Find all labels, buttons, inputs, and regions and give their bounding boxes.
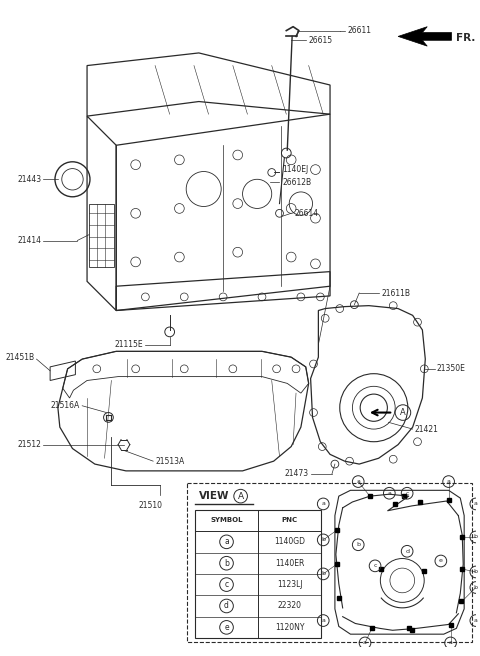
Text: PNC: PNC xyxy=(282,518,298,523)
Text: A: A xyxy=(238,491,244,501)
Text: 1123LJ: 1123LJ xyxy=(277,580,302,589)
Text: a: a xyxy=(356,479,360,484)
Text: b: b xyxy=(474,569,478,575)
Bar xyxy=(195,510,321,638)
Text: a: a xyxy=(447,479,451,484)
Text: c: c xyxy=(373,564,377,568)
Text: a: a xyxy=(321,501,325,506)
Text: a: a xyxy=(387,491,391,496)
Text: 21443: 21443 xyxy=(17,174,41,184)
Text: 21516A: 21516A xyxy=(51,401,80,410)
Text: SYMBOL: SYMBOL xyxy=(210,518,243,523)
Text: 21451B: 21451B xyxy=(5,353,35,361)
Text: A: A xyxy=(400,408,406,417)
Text: 26615: 26615 xyxy=(309,36,333,45)
Text: e: e xyxy=(224,623,229,632)
Text: 21473: 21473 xyxy=(285,469,309,478)
Text: 22320: 22320 xyxy=(278,602,302,611)
Text: VIEW: VIEW xyxy=(199,491,229,501)
Text: b: b xyxy=(224,559,229,567)
Text: a: a xyxy=(224,537,229,546)
Bar xyxy=(187,483,472,642)
Text: 21115E: 21115E xyxy=(115,340,144,349)
Text: 21611B: 21611B xyxy=(382,289,410,298)
Text: 1140GD: 1140GD xyxy=(274,537,305,546)
Text: d: d xyxy=(405,549,409,554)
Bar xyxy=(89,203,114,267)
Text: d: d xyxy=(224,602,229,611)
Text: 21414: 21414 xyxy=(17,236,41,245)
Text: 21510: 21510 xyxy=(138,501,162,510)
Text: a: a xyxy=(449,640,453,646)
Text: a: a xyxy=(363,640,367,646)
Text: 1140ER: 1140ER xyxy=(275,559,304,567)
Text: 26612B: 26612B xyxy=(282,178,312,187)
Text: a: a xyxy=(321,618,325,623)
Text: b: b xyxy=(356,543,360,547)
Text: b: b xyxy=(321,571,325,577)
Polygon shape xyxy=(398,27,452,46)
Text: 26614: 26614 xyxy=(294,209,318,218)
Text: 1120NY: 1120NY xyxy=(275,623,304,632)
Text: 21350E: 21350E xyxy=(437,364,466,373)
Text: c: c xyxy=(406,491,409,496)
Text: e: e xyxy=(439,558,443,564)
Text: b: b xyxy=(474,585,478,590)
Text: 21512: 21512 xyxy=(17,440,41,449)
Text: 26611: 26611 xyxy=(348,26,372,35)
Text: a: a xyxy=(474,618,478,623)
Text: c: c xyxy=(225,580,228,589)
Text: 21421: 21421 xyxy=(415,424,438,434)
Text: b: b xyxy=(321,537,325,543)
Text: 1140EJ: 1140EJ xyxy=(282,165,309,174)
Text: b: b xyxy=(474,535,478,539)
Text: FR.: FR. xyxy=(456,33,476,43)
Text: a: a xyxy=(474,501,478,506)
Text: 21513A: 21513A xyxy=(155,457,184,466)
